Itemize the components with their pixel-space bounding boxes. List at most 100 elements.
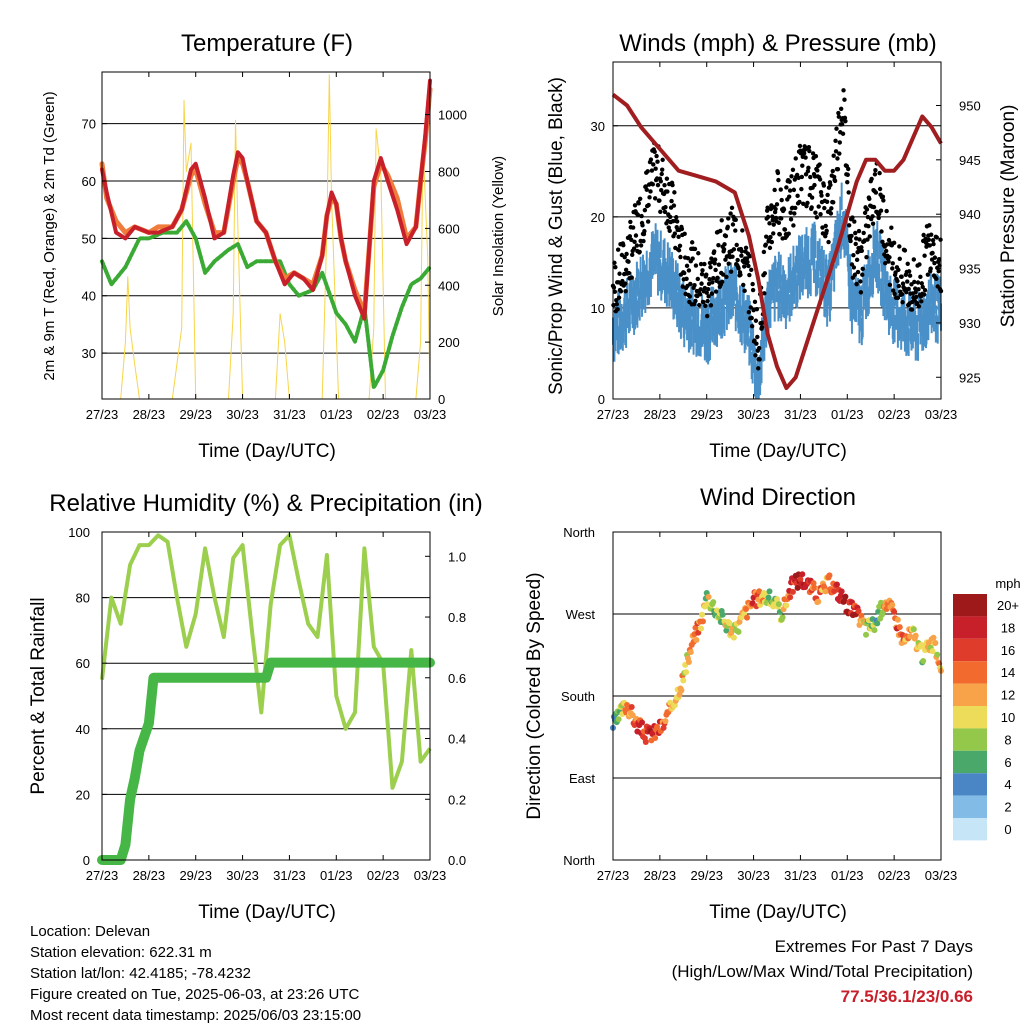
wind-gust-point: [854, 281, 859, 287]
wind-gust-point: [747, 253, 753, 259]
wind-gust-point: [779, 216, 784, 221]
wind-gust-point: [866, 223, 871, 229]
direction-point: [826, 572, 833, 579]
x-tick-label: 27/23: [597, 868, 630, 883]
direction-point: [683, 669, 690, 676]
winds-pressure-panel: Winds (mph) & Pressure (mb) 0 10 20 30 925 93…: [546, 30, 1019, 462]
wind-gust-point: [752, 299, 758, 305]
y-right-tick-label: 1.0: [448, 549, 466, 564]
wind-gust-point: [851, 265, 857, 270]
solar-y-axis-title: Solar Insolation (Yellow): [490, 156, 507, 316]
legend-label: 12: [1001, 688, 1015, 703]
direction-point: [779, 614, 786, 621]
wind-gust-point: [831, 153, 836, 158]
direction-point: [652, 734, 659, 741]
wind-gust-point: [753, 353, 758, 358]
wind-gust-point: [624, 251, 629, 257]
wind-gust-point: [662, 182, 667, 188]
wind-gust-point: [617, 271, 622, 276]
pressure-y-axis-title: Station Pressure (Maroon): [998, 105, 1019, 328]
legend-label: 16: [1001, 643, 1015, 658]
extremes-summary: Extremes For Past 7 Days (High/Low/Max W…: [672, 934, 973, 1009]
wind-gust-point: [696, 251, 701, 256]
wind-gust-point: [697, 292, 703, 297]
direction-point: [783, 602, 790, 609]
wind-gust-point: [642, 228, 647, 234]
wind-gust-point: [736, 266, 741, 271]
wind-gust-point: [741, 282, 746, 288]
direction-tick-label: North: [563, 525, 595, 540]
wind-gust-point: [896, 267, 901, 273]
wind-gust-point: [645, 169, 650, 174]
wind-gust-point: [806, 145, 812, 150]
wind-gust-point: [798, 151, 804, 156]
wind-gust-point: [726, 216, 731, 221]
direction-point: [629, 712, 636, 719]
wind-gust-point: [837, 140, 842, 145]
wind-gust-point: [807, 148, 812, 154]
direction-point: [735, 628, 742, 635]
wind-gust-point: [746, 309, 752, 315]
wind-gust-point: [931, 241, 936, 247]
wind-gust-point: [628, 219, 633, 225]
wind-gust-point: [777, 232, 783, 237]
wind-gust-point: [670, 182, 675, 188]
wind-gust-point: [778, 187, 783, 192]
wind-gust-point: [730, 254, 735, 259]
wind-gust-point: [621, 242, 626, 248]
wind-gust-point: [772, 187, 777, 193]
legend-swatch: [953, 706, 987, 729]
wind-gust-point: [710, 280, 715, 285]
wind-gust-point: [705, 298, 710, 304]
wind-gust-point: [879, 229, 884, 234]
wind-gust-point: [887, 255, 892, 260]
direction-point: [910, 626, 917, 633]
humidity-x-axis-title: Time (Day/UTC): [198, 902, 336, 923]
wind-gust-point: [812, 182, 817, 188]
wind-gust-point: [826, 239, 831, 245]
wind-gust-point: [820, 225, 825, 230]
wind-gust-point: [913, 294, 919, 300]
precipitation-line: [97, 657, 435, 865]
humidity-axes: 0 20 40 60 80 100 0.0 0.2 0.4 0.6 0.8 1.0 27/23 28/23…: [68, 525, 466, 883]
wind-gust-point: [706, 294, 711, 299]
wind-gust-point: [877, 186, 883, 192]
legend-swatch: [953, 594, 987, 617]
wind-gust-point: [825, 192, 830, 198]
wind-gust-point: [789, 174, 794, 179]
direction-point: [719, 611, 726, 618]
wind-gust-point: [805, 200, 810, 206]
wind-gust-point: [671, 203, 677, 208]
y-tick-label: 60: [76, 656, 90, 671]
wind-gust-point: [900, 281, 906, 286]
legend-swatch: [953, 750, 987, 774]
wind-gust-point: [799, 186, 804, 192]
wind-gust-point: [749, 315, 754, 321]
wind-gust-point: [645, 219, 651, 224]
wind-gust-point: [800, 163, 805, 168]
direction-point: [787, 594, 794, 601]
wind-gust-point: [881, 198, 886, 203]
wind-gust-point: [809, 205, 814, 210]
wind-gust-point: [755, 334, 760, 340]
wind-gust-point: [915, 280, 921, 285]
wind-gust-point: [765, 214, 771, 220]
wind-gust-point: [693, 263, 699, 268]
wind-gust-point: [663, 205, 668, 210]
wind-gust-point: [841, 88, 846, 93]
wind-gust-point: [667, 228, 672, 233]
direction-point: [889, 602, 896, 609]
wind-gust-point: [860, 266, 865, 272]
x-tick-label: 27/23: [86, 407, 119, 422]
wind-gust-point: [721, 247, 727, 252]
wind-gust-point: [620, 278, 625, 284]
wind-gust-point: [769, 239, 775, 245]
wind-gust-point: [728, 269, 734, 274]
wind-gust-point: [840, 131, 846, 136]
wind-gust-point: [672, 231, 678, 236]
wind-gust-point: [639, 213, 644, 219]
wind-gust-point: [733, 228, 738, 233]
wind-gust-point: [906, 286, 911, 292]
direction-tick-label: South: [561, 689, 595, 704]
